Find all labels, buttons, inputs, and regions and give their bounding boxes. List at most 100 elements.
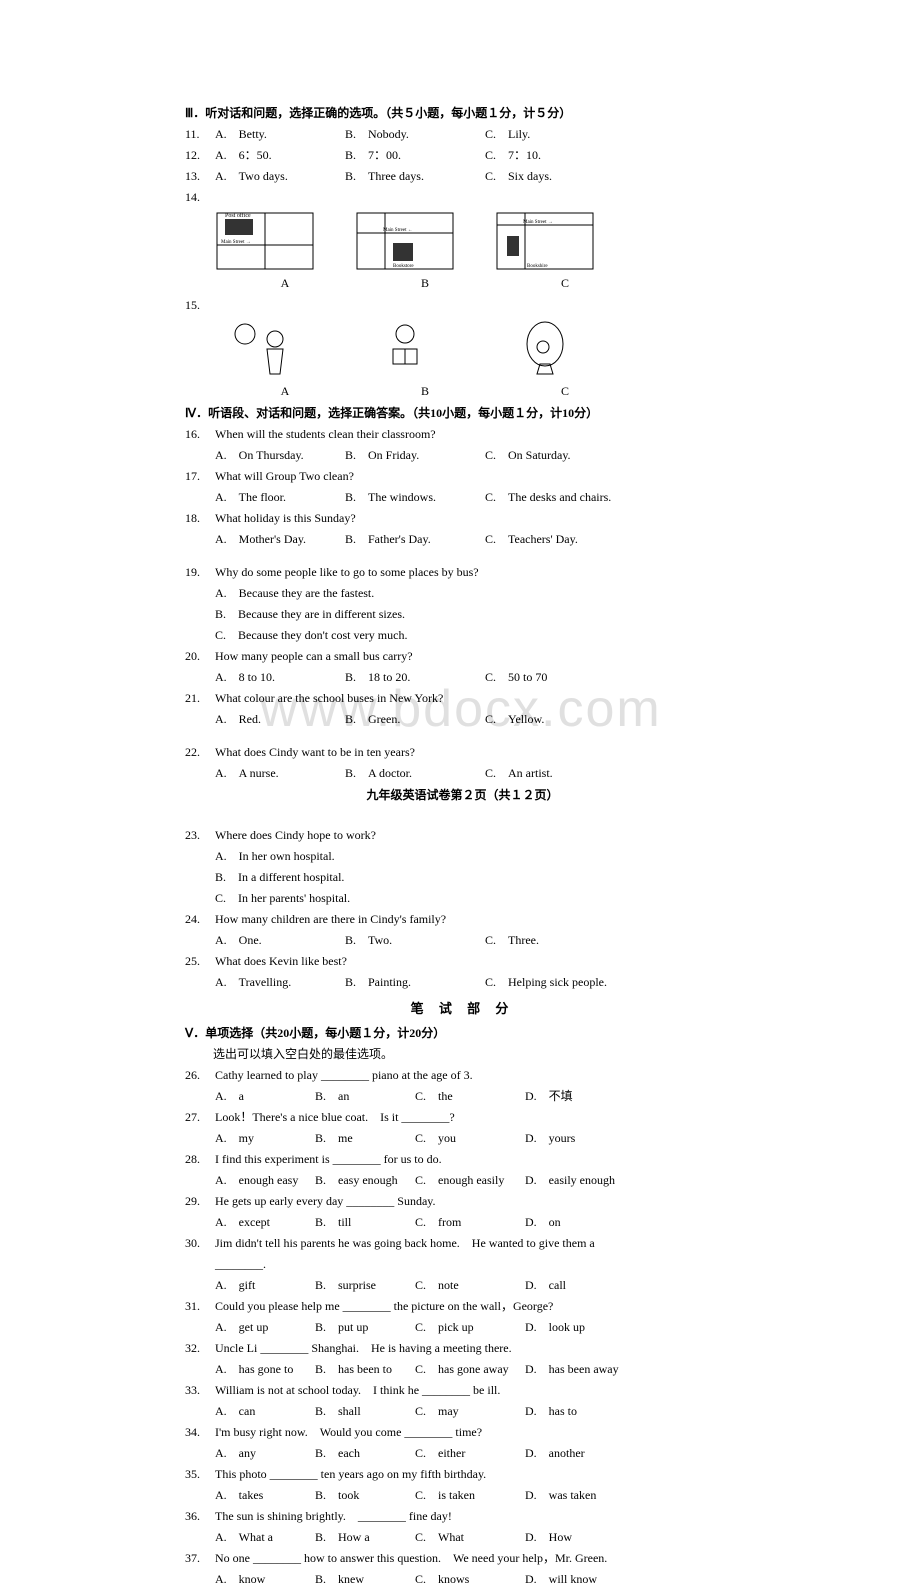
opt-c: C. pick up bbox=[415, 1318, 525, 1336]
opt-d: D. look up bbox=[525, 1318, 585, 1336]
opt-c: C. the bbox=[415, 1087, 525, 1105]
opt-a: A. get up bbox=[215, 1318, 315, 1336]
opt-c: C. from bbox=[415, 1213, 525, 1231]
q26-opts: A. aB. anC. theD. 不填 bbox=[215, 1087, 740, 1105]
page-footer: 九年级英语试卷第２页（共１２页） bbox=[185, 786, 740, 804]
q16-opts: A. On Thursday.B. On Friday.C. On Saturd… bbox=[215, 446, 740, 464]
q23: 23.Where does Cindy hope to work? bbox=[185, 826, 740, 844]
q-num: 27. bbox=[185, 1108, 215, 1126]
q-text: Cathy learned to play ________ piano at … bbox=[215, 1066, 473, 1084]
q35: 35.This photo ________ ten years ago on … bbox=[185, 1465, 740, 1483]
q15: 15. bbox=[185, 296, 740, 314]
svg-text:Main Street →: Main Street → bbox=[523, 220, 553, 225]
q19-b: B. Because they are in different sizes. bbox=[215, 605, 740, 623]
opt-a: A. 8 to 10. bbox=[215, 668, 345, 686]
opt-d: D. has been away bbox=[525, 1360, 619, 1378]
q18-opts: A. Mother's Day.B. Father's Day.C. Teach… bbox=[215, 530, 740, 548]
opt-d: D. call bbox=[525, 1276, 566, 1294]
q-text: I find this experiment is ________ for u… bbox=[215, 1150, 442, 1168]
opt-a: A. know bbox=[215, 1570, 315, 1588]
q-num: 36. bbox=[185, 1507, 215, 1525]
q30-opts: A. giftB. surpriseC. noteD. call bbox=[215, 1276, 740, 1294]
q34-opts: A. anyB. eachC. eitherD. another bbox=[215, 1444, 740, 1462]
opt-c: C. Yellow. bbox=[485, 710, 595, 728]
q-text: What will Group Two clean? bbox=[215, 467, 354, 485]
opt-b: B. has been to bbox=[315, 1360, 415, 1378]
q-num: 24. bbox=[185, 910, 215, 928]
opt-c: C. Teachers' Day. bbox=[485, 530, 595, 548]
opt-b: B. Three days. bbox=[345, 167, 485, 185]
q-num: 16. bbox=[185, 425, 215, 443]
opt-b: B. Green. bbox=[345, 710, 485, 728]
q22-opts: A. A nurse.B. A doctor.C. An artist. bbox=[215, 764, 740, 782]
opt-b: B. put up bbox=[315, 1318, 415, 1336]
svg-text:Post office: Post office bbox=[225, 212, 251, 219]
opt-b: B. How a bbox=[315, 1528, 415, 1546]
opt-a: A. Betty. bbox=[215, 125, 345, 143]
q32-opts: A. has gone toB. has been toC. has gone … bbox=[215, 1360, 740, 1378]
opt-c: C. either bbox=[415, 1444, 525, 1462]
opt-a: A. A nurse. bbox=[215, 764, 345, 782]
child-reading-icon bbox=[355, 319, 455, 379]
q30: 30.Jim didn't tell his parents he was go… bbox=[185, 1234, 740, 1252]
child-ball-icon bbox=[215, 319, 315, 379]
q-text: Could you please help me ________ the pi… bbox=[215, 1297, 553, 1315]
q31-opts: A. get upB. put upC. pick upD. look up bbox=[215, 1318, 740, 1336]
q-num: 22. bbox=[185, 743, 215, 761]
section4-title: Ⅳ．听语段、对话和问题，选择正确答案。（共10小题，每小题１分，计10分） bbox=[185, 404, 740, 422]
q-num: 37. bbox=[185, 1549, 215, 1567]
q-text: This photo ________ ten years ago on my … bbox=[215, 1465, 486, 1483]
written-section-title: 笔 试 部 分 bbox=[185, 999, 740, 1019]
q27: 27.Look！There's a nice blue coat. Is it … bbox=[185, 1108, 740, 1126]
q33: 33.William is not at school today. I thi… bbox=[185, 1381, 740, 1399]
opt-c: C. Six days. bbox=[485, 167, 595, 185]
section3-title: Ⅲ．听对话和问题，选择正确的选项。（共５小题，每小题１分，计５分） bbox=[185, 104, 740, 122]
q28-opts: A. enough easyB. easy enoughC. enough ea… bbox=[215, 1171, 740, 1189]
opt-c: C. An artist. bbox=[485, 764, 595, 782]
opt-a: A. enough easy bbox=[215, 1171, 315, 1189]
q20: 20.How many people can a small bus carry… bbox=[185, 647, 740, 665]
q19-c: C. Because they don't cost very much. bbox=[215, 626, 740, 644]
opt-d: D. has to bbox=[525, 1402, 577, 1420]
q19-a: A. Because they are the fastest. bbox=[215, 584, 740, 602]
q-num: 34. bbox=[185, 1423, 215, 1441]
q21-opts: A. Red.B. Green.C. Yellow. bbox=[215, 710, 740, 728]
section5-subtitle: 选出可以填入空白处的最佳选项。 bbox=[213, 1045, 740, 1063]
q-text: Uncle Li ________ Shanghai. He is having… bbox=[215, 1339, 512, 1357]
q23-a: A. In her own hospital. bbox=[215, 847, 740, 865]
q-num: 21. bbox=[185, 689, 215, 707]
q-num: 14. bbox=[185, 188, 215, 206]
q14: 14. bbox=[185, 188, 740, 206]
opt-a: A. except bbox=[215, 1213, 315, 1231]
q29: 29.He gets up early every day ________ S… bbox=[185, 1192, 740, 1210]
q-text: Why do some people like to go to some pl… bbox=[215, 563, 479, 581]
svg-text:Bookstore: Bookstore bbox=[393, 264, 414, 269]
q-text: William is not at school today. I think … bbox=[215, 1381, 500, 1399]
q11: 11. A. Betty. B. Nobody. C. Lily. bbox=[185, 125, 740, 143]
q25-opts: A. Travelling.B. Painting.C. Helping sic… bbox=[215, 973, 740, 991]
opt-a: A. What a bbox=[215, 1528, 315, 1546]
q-num: 28. bbox=[185, 1150, 215, 1168]
label-c: C bbox=[495, 382, 635, 400]
q20-opts: A. 8 to 10.B. 18 to 20.C. 50 to 70 bbox=[215, 668, 740, 686]
q-num: 32. bbox=[185, 1339, 215, 1357]
q35-opts: A. takesB. tookC. is takenD. was taken bbox=[215, 1486, 740, 1504]
opt-c: C. you bbox=[415, 1129, 525, 1147]
map-a-icon: Post officeMain Street → bbox=[215, 211, 315, 271]
opt-c: C. has gone away bbox=[415, 1360, 525, 1378]
q29-opts: A. exceptB. tillC. fromD. on bbox=[215, 1213, 740, 1231]
svg-text:Main Street ←: Main Street ← bbox=[383, 228, 413, 233]
q15-labels: A B C bbox=[215, 382, 740, 400]
opt-d: D. on bbox=[525, 1213, 561, 1231]
opt-a: A. 6：50. bbox=[215, 146, 345, 164]
opt-a: A. gift bbox=[215, 1276, 315, 1294]
q-text: The sun is shining brightly. ________ fi… bbox=[215, 1507, 452, 1525]
q33-opts: A. canB. shallC. mayD. has to bbox=[215, 1402, 740, 1420]
q37: 37.No one ________ how to answer this qu… bbox=[185, 1549, 740, 1567]
opt-c: C. Lily. bbox=[485, 125, 595, 143]
opt-a: A. takes bbox=[215, 1486, 315, 1504]
label-a: A bbox=[215, 274, 355, 292]
opt-c: C. knows bbox=[415, 1570, 525, 1588]
q-text: No one ________ how to answer this quest… bbox=[215, 1549, 607, 1567]
label-b: B bbox=[355, 274, 495, 292]
